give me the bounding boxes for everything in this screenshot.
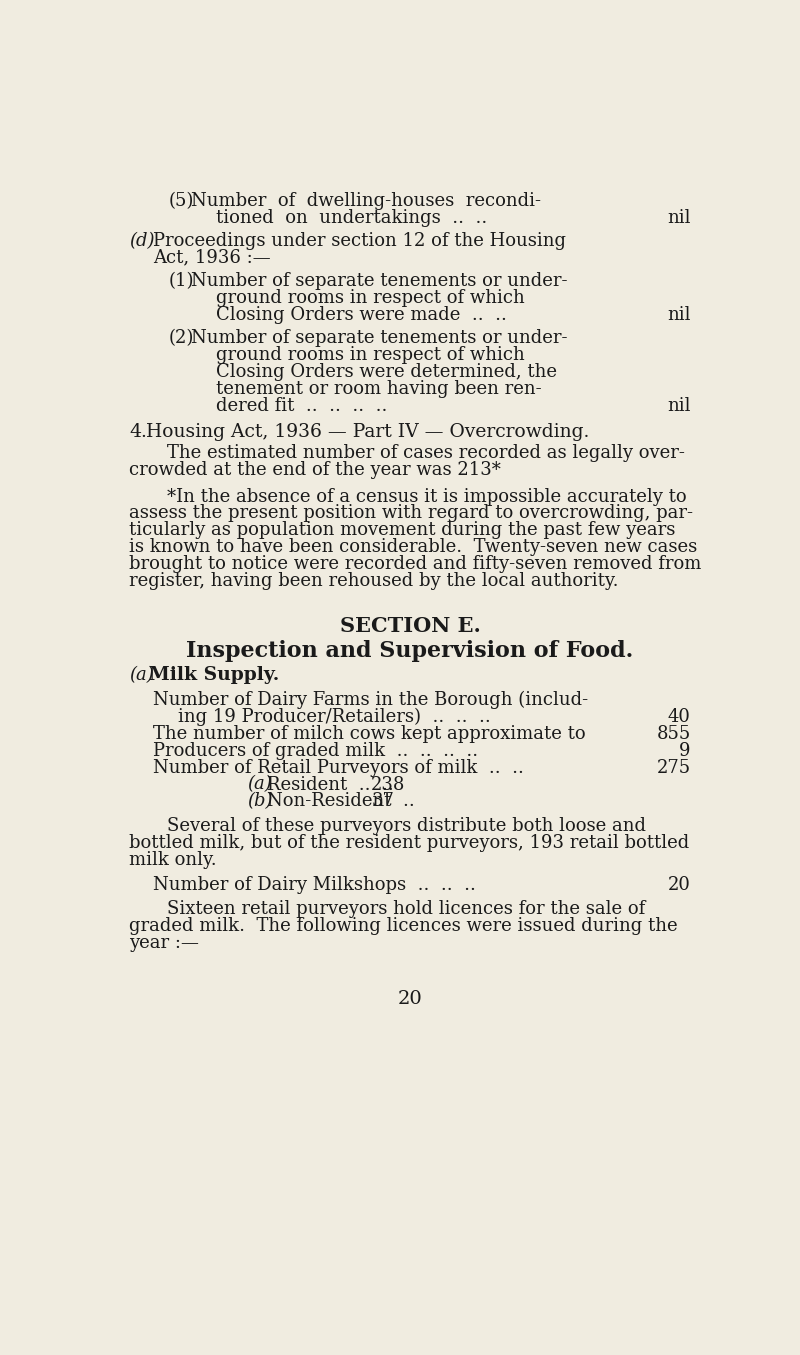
Text: Sixteen retail purveyors hold licences for the sale of: Sixteen retail purveyors hold licences f… (166, 900, 645, 919)
Text: ground rooms in respect of which: ground rooms in respect of which (216, 289, 525, 306)
Text: 20: 20 (668, 875, 690, 893)
Text: Act, 1936 :—: Act, 1936 :— (153, 249, 270, 267)
Text: brought to notice were recorded and fifty-seven removed from: brought to notice were recorded and fift… (130, 556, 702, 573)
Text: is known to have been considerable.  Twenty-seven new cases: is known to have been considerable. Twen… (130, 538, 698, 557)
Text: Resident  ..  ..: Resident .. .. (266, 775, 394, 794)
Text: 275: 275 (657, 759, 690, 776)
Text: bottled milk, but of the resident purveyors, 193 retail bottled: bottled milk, but of the resident purvey… (130, 835, 690, 852)
Text: Milk Supply.: Milk Supply. (149, 667, 279, 684)
Text: tioned  on  undertakings  ..  ..: tioned on undertakings .. .. (216, 209, 487, 226)
Text: 40: 40 (668, 707, 690, 726)
Text: milk only.: milk only. (130, 851, 217, 869)
Text: Number of Retail Purveyors of milk  ..  ..: Number of Retail Purveyors of milk .. .. (153, 759, 523, 776)
Text: 20: 20 (398, 989, 422, 1008)
Text: nil: nil (667, 209, 690, 226)
Text: crowded at the end of the year was 213*: crowded at the end of the year was 213* (130, 461, 502, 480)
Text: 4.: 4. (130, 423, 147, 440)
Text: *In the absence of a census it is impossible accurately to: *In the absence of a census it is imposs… (166, 488, 686, 505)
Text: (1): (1) (168, 272, 194, 290)
Text: (2): (2) (168, 329, 194, 347)
Text: (a): (a) (247, 775, 272, 794)
Text: (d): (d) (130, 232, 155, 249)
Text: Number of separate tenements or under-: Number of separate tenements or under- (191, 272, 568, 290)
Text: graded milk.  The following licences were issued during the: graded milk. The following licences were… (130, 917, 678, 935)
Text: dered fit  ..  ..  ..  ..: dered fit .. .. .. .. (216, 397, 388, 415)
Text: tenement or room having been ren-: tenement or room having been ren- (216, 379, 542, 398)
Text: (a): (a) (130, 667, 154, 684)
Text: Producers of graded milk  ..  ..  ..  ..: Producers of graded milk .. .. .. .. (153, 741, 478, 760)
Text: Closing Orders were determined, the: Closing Orders were determined, the (216, 363, 558, 381)
Text: Several of these purveyors distribute both loose and: Several of these purveyors distribute bo… (166, 817, 646, 835)
Text: SECTION E.: SECTION E. (339, 617, 481, 635)
Text: Number of Dairy Milkshops  ..  ..  ..: Number of Dairy Milkshops .. .. .. (153, 875, 475, 893)
Text: nil: nil (667, 397, 690, 415)
Text: ticularly as population movement during the past few years: ticularly as population movement during … (130, 522, 676, 539)
Text: (5): (5) (168, 192, 194, 210)
Text: 238: 238 (371, 775, 406, 794)
Text: Housing Act, 1936 — Part IV — Overcrowding.: Housing Act, 1936 — Part IV — Overcrowdi… (146, 423, 590, 440)
Text: assess the present position with regard to overcrowding, par-: assess the present position with regard … (130, 504, 694, 523)
Text: nil: nil (667, 306, 690, 324)
Text: Inspection and Supervision of Food.: Inspection and Supervision of Food. (186, 640, 634, 663)
Text: 37: 37 (371, 793, 394, 810)
Text: Number of Dairy Farms in the Borough (includ-: Number of Dairy Farms in the Borough (in… (153, 691, 588, 709)
Text: register, having been rehoused by the local authority.: register, having been rehoused by the lo… (130, 572, 619, 591)
Text: ground rooms in respect of which: ground rooms in respect of which (216, 346, 525, 364)
Text: 9: 9 (679, 741, 690, 760)
Text: (b): (b) (247, 793, 273, 810)
Text: ing 19 Producer/Retailers)  ..  ..  ..: ing 19 Producer/Retailers) .. .. .. (178, 707, 490, 726)
Text: 855: 855 (656, 725, 690, 743)
Text: year :—: year :— (130, 934, 199, 953)
Text: Proceedings under section 12 of the Housing: Proceedings under section 12 of the Hous… (153, 232, 566, 249)
Text: Non-Resident  ..: Non-Resident .. (266, 793, 414, 810)
Text: Number of separate tenements or under-: Number of separate tenements or under- (191, 329, 568, 347)
Text: The estimated number of cases recorded as legally over-: The estimated number of cases recorded a… (166, 444, 685, 462)
Text: The number of milch cows kept approximate to: The number of milch cows kept approximat… (153, 725, 586, 743)
Text: Number  of  dwelling-houses  recondi-: Number of dwelling-houses recondi- (191, 192, 542, 210)
Text: Closing Orders were made  ..  ..: Closing Orders were made .. .. (216, 306, 507, 324)
